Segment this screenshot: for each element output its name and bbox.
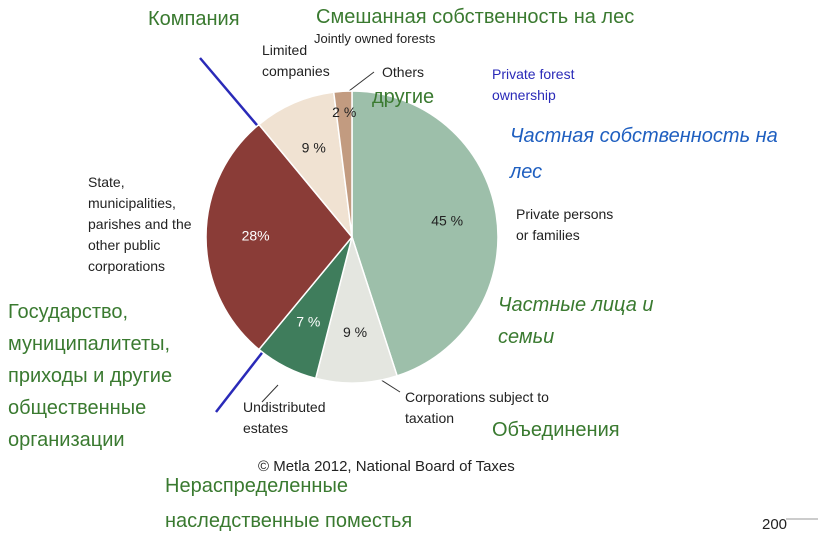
category-label: Corporations subject to taxation xyxy=(405,389,549,426)
value-label: 7 % xyxy=(296,314,320,330)
value-label: 2 % xyxy=(332,104,356,120)
annotation: Смешанная собственность на лес xyxy=(316,6,635,28)
pie-slice xyxy=(351,90,499,377)
annotation: другие xyxy=(372,86,435,108)
page-number: 200 xyxy=(762,516,788,533)
value-label: 9 % xyxy=(343,324,367,340)
value-label: 28% xyxy=(242,228,270,244)
annotation: Частные лица и семьи xyxy=(498,294,654,348)
annotation: Нераспределенные наследственные поместья xyxy=(165,475,413,532)
annotation: Объединения xyxy=(492,419,620,441)
pie-slice xyxy=(314,234,399,384)
category-label: State, municipalities, parishes and the … xyxy=(88,174,192,274)
pie-slice xyxy=(257,91,354,240)
category-label: Private persons or families xyxy=(516,206,614,243)
category-label: Jointly owned forests xyxy=(314,31,436,46)
others-label: Others xyxy=(382,64,425,80)
annotation: Частная собственность на лес xyxy=(510,125,778,183)
category-label: Undistributed estates xyxy=(243,399,326,436)
pie-slice xyxy=(205,123,353,351)
pie-slice xyxy=(332,90,353,238)
source: © Metla 2012, National Board of Taxes xyxy=(258,458,515,475)
annotation: Компания xyxy=(148,8,240,30)
value-label: 45 % xyxy=(431,213,463,229)
group-label: Private forest ownership xyxy=(492,66,575,103)
leader-line xyxy=(261,384,279,403)
category-label: Limited companies xyxy=(262,42,330,79)
annotation: Государство, муниципалитеты, приходы и д… xyxy=(8,301,173,451)
value-label: 9 % xyxy=(302,139,326,155)
